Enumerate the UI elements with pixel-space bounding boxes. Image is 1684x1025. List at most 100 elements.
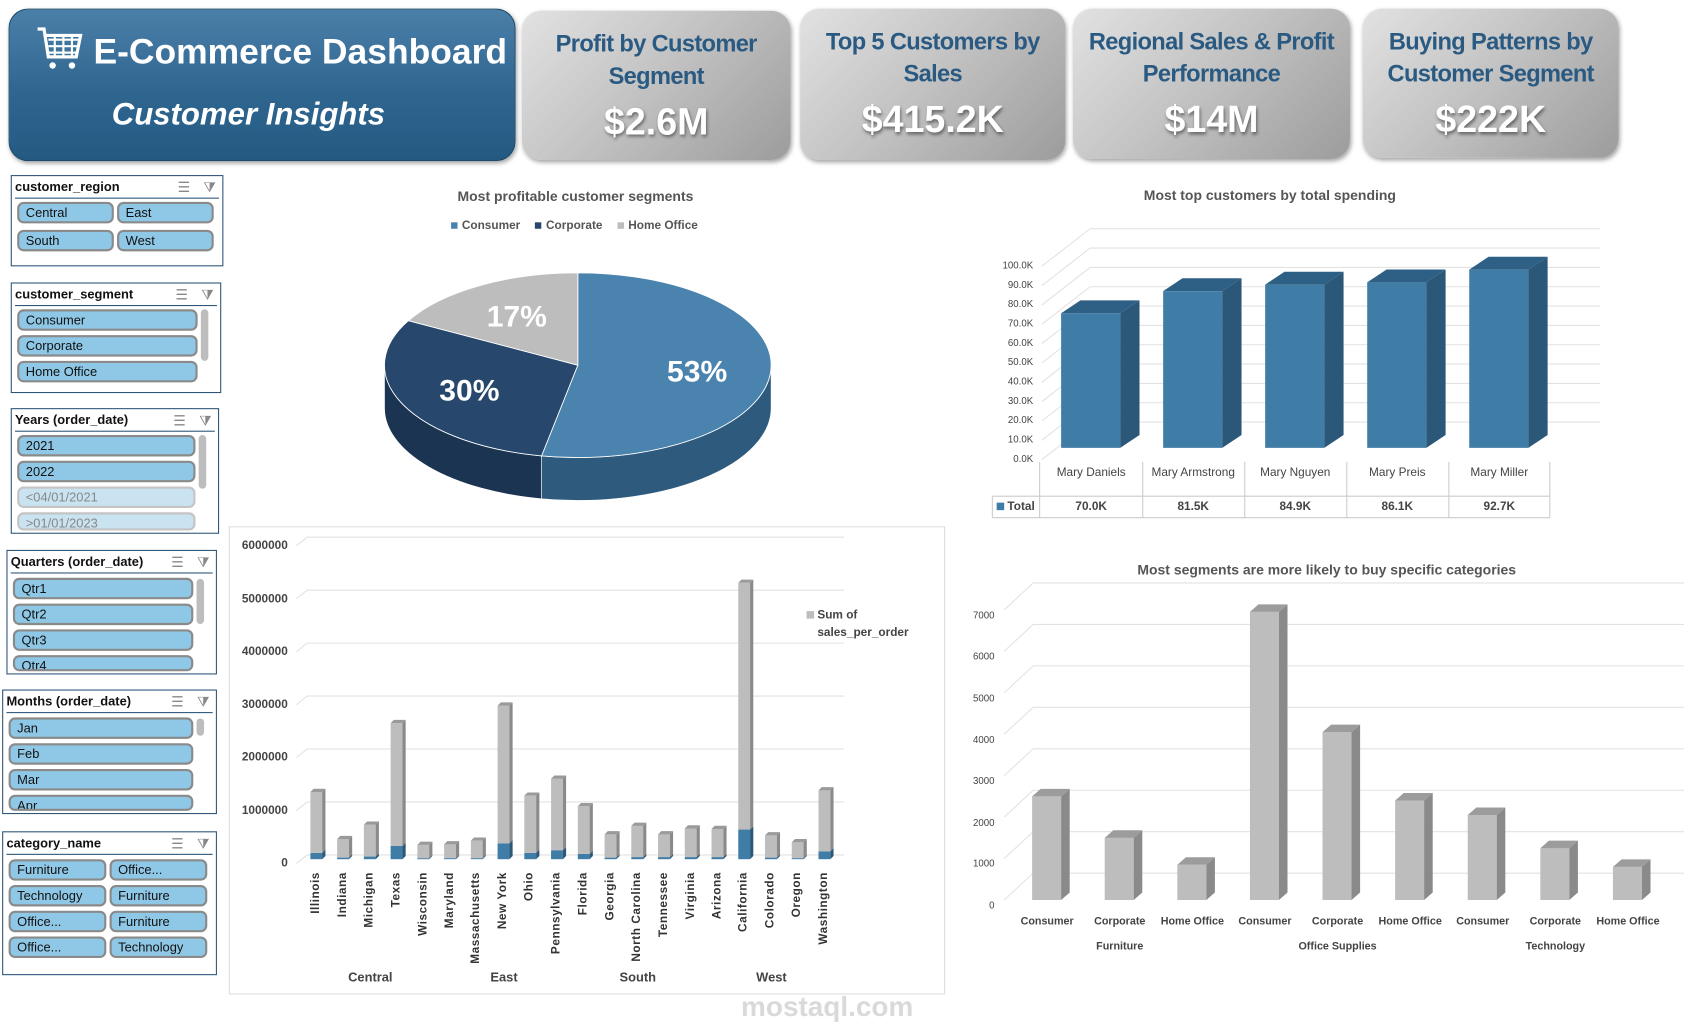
slicer-item[interactable]: Technology [109,936,208,959]
slicer-item[interactable]: Feb [8,743,194,765]
slicer-item[interactable]: Qtr1 [12,577,194,600]
slicer-item[interactable]: Consumer [17,309,198,331]
bar-segment-sales [337,839,349,858]
slicer-quarters-order-date-: Quarters (order_date) ☰ ⧩ Qtr1 Qtr2 Qtr3 Qtr4 [6,549,217,675]
slicer-divider [6,853,213,855]
slicer-item[interactable]: Corporate [17,335,198,357]
clear-filter-icon[interactable]: ⧩ [196,835,210,852]
bar-side [750,579,754,830]
bar-top [524,792,540,796]
gridline [1041,266,1601,306]
slicer-divider [15,430,215,432]
slicer-item[interactable]: Qtr2 [12,603,194,626]
bar-side [1424,792,1433,901]
clear-filter-icon[interactable]: ⧩ [199,412,212,429]
bar-segment-blue [711,857,724,860]
bar-top [1612,859,1651,867]
y-tick-label: 5000000 [241,592,288,606]
bar-top [337,835,353,840]
x-group-label: Furniture [1096,940,1144,953]
slicer-item[interactable]: West [117,229,214,252]
slicer-divider [10,572,213,574]
bar-side [455,854,460,860]
bar [1163,291,1223,448]
multi-select-icon[interactable]: ☰ [171,693,184,710]
pie-slice-consumer [540,272,772,458]
gridline [296,589,845,600]
bar-side [322,849,326,860]
x-group-label: South [619,969,656,985]
x-category-label: Consumer [1456,916,1510,928]
bar-side [429,841,433,859]
bar [1249,611,1279,901]
multi-select-icon[interactable]: ☰ [171,554,184,571]
bar-side [1426,269,1446,448]
gridline [1041,247,1601,287]
bar-top [738,579,754,583]
bar-segment-sales [738,582,751,830]
multi-select-icon[interactable]: ☰ [173,412,186,429]
bar-top [310,788,326,792]
x-category-label: Home Office [1378,916,1442,928]
y-tick-label: 1000000 [241,804,288,817]
slicer-item[interactable]: Office... [8,910,107,933]
slicer-item[interactable]: Central [17,201,114,224]
y-tick-label: 0 [989,900,995,911]
slicer-item[interactable]: Furniture [8,859,107,881]
bar-side [1222,278,1242,448]
slicer-item[interactable]: Furniture [109,884,208,907]
bar [1265,284,1325,448]
multi-select-icon[interactable]: ☰ [177,179,191,196]
kpi-card-buying-patterns: Buying Patterns by Customer Segment $222… [1362,8,1619,158]
slicer-item[interactable]: Apr [8,794,194,811]
y-tick-label: 20.0K [1007,414,1034,426]
clear-filter-icon[interactable]: ⧩ [196,693,210,710]
bar-top [497,702,513,706]
bar [1177,864,1207,901]
y-tick-label: 4000000 [241,645,288,659]
slicer-item[interactable]: East [117,201,214,224]
legend-swatch [996,502,1005,511]
multi-select-icon[interactable]: ☰ [175,286,188,303]
slicer-item[interactable]: Furniture [109,910,208,933]
slicer-item[interactable]: 2021 [17,434,196,457]
slicer-scrollbar[interactable] [198,434,207,489]
slicer-item[interactable]: Home Office [17,360,198,383]
slicer-item[interactable]: Mar [8,768,194,791]
bar-segment-sales [631,825,644,858]
bar-side [536,849,540,860]
slicer-item[interactable]: South [17,229,114,252]
bar-top [551,775,567,779]
y-tick-label: 5000 [973,692,995,704]
gridline [296,748,845,759]
clear-filter-icon[interactable]: ⧩ [201,286,214,303]
bar-side [1528,256,1548,448]
slicer-item[interactable]: Qtr4 [12,655,194,672]
bar-side [455,841,460,859]
multi-select-icon[interactable]: ☰ [171,835,184,852]
dashboard-title: E-Commerce Dashboard [93,31,508,71]
bar-segment-blue [631,857,644,860]
bar-side [402,719,406,846]
y-tick-label: 6000000 [241,539,288,553]
clear-filter-icon[interactable]: ⧩ [196,554,210,571]
slicer-scrollbar[interactable] [200,309,209,361]
slicer-scrollbar[interactable] [196,578,205,624]
bar-top [1249,604,1288,612]
clear-filter-icon[interactable]: ⧩ [203,179,216,196]
bar-segment-blue [738,829,751,860]
slicer-item[interactable]: <04/01/2021 [17,486,196,509]
slicer-scrollbar[interactable] [196,718,205,736]
bar-side [509,702,513,844]
slicer-item[interactable]: Jan [8,717,194,739]
slicer-item[interactable]: Qtr3 [12,629,194,651]
bar-side [1133,830,1143,901]
kpi-value: $415.2K [861,98,1004,141]
slicer-item[interactable]: >01/01/2023 [17,512,196,531]
slicer-item[interactable]: Office... [8,936,107,959]
slicer-item[interactable]: 2022 [17,460,196,483]
bar-segment-blue [658,857,670,860]
slicer-item[interactable]: Office... [109,859,208,881]
slicer-item[interactable]: Technology [8,884,107,907]
